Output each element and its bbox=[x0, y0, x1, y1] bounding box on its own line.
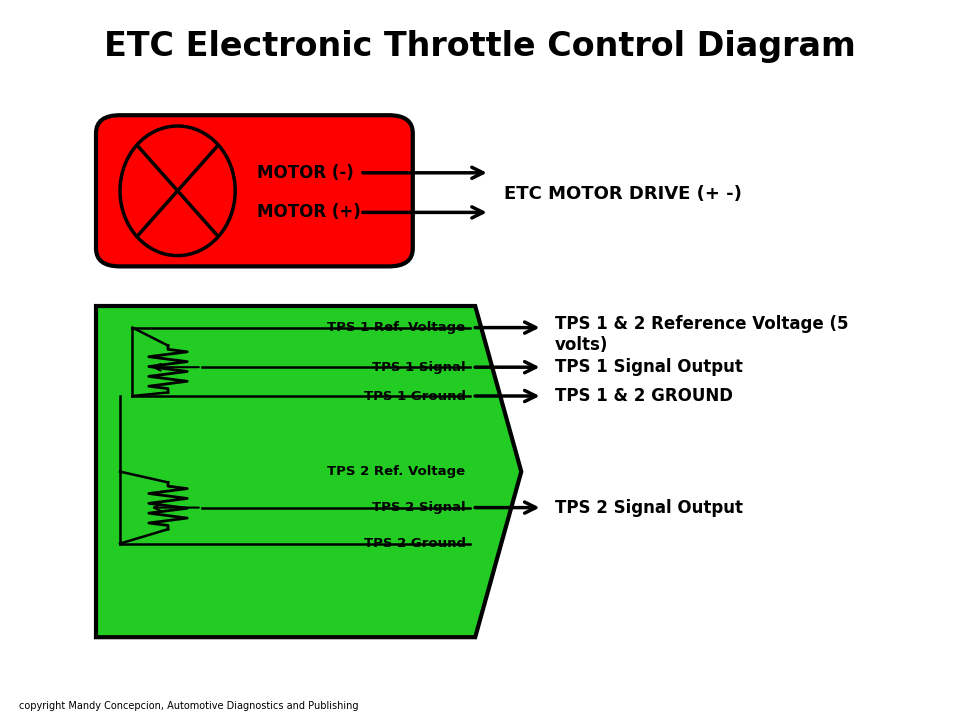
Text: TPS 1 Ref. Voltage: TPS 1 Ref. Voltage bbox=[327, 321, 466, 334]
Text: TPS 1 Ground: TPS 1 Ground bbox=[364, 390, 466, 402]
Text: TPS 1 Signal Output: TPS 1 Signal Output bbox=[555, 358, 743, 376]
Text: ETC MOTOR DRIVE (+ -): ETC MOTOR DRIVE (+ -) bbox=[504, 185, 742, 203]
Text: TPS 1 Signal: TPS 1 Signal bbox=[372, 361, 466, 374]
Text: TPS 1 & 2 Reference Voltage (5
volts): TPS 1 & 2 Reference Voltage (5 volts) bbox=[555, 315, 849, 354]
Text: TPS 2 Signal Output: TPS 2 Signal Output bbox=[555, 498, 743, 517]
Text: TPS 1 & 2 GROUND: TPS 1 & 2 GROUND bbox=[555, 387, 732, 405]
Text: ETC Electronic Throttle Control Diagram: ETC Electronic Throttle Control Diagram bbox=[104, 30, 856, 63]
Text: copyright Mandy Concepcion, Automotive Diagnostics and Publishing: copyright Mandy Concepcion, Automotive D… bbox=[19, 701, 359, 711]
Text: TPS 2 Ref. Voltage: TPS 2 Ref. Voltage bbox=[327, 465, 466, 478]
Text: MOTOR (+): MOTOR (+) bbox=[257, 204, 361, 222]
Polygon shape bbox=[96, 306, 521, 637]
Text: MOTOR (-): MOTOR (-) bbox=[257, 163, 354, 181]
Text: TPS 2 Signal: TPS 2 Signal bbox=[372, 501, 466, 514]
FancyBboxPatch shape bbox=[96, 115, 413, 266]
Text: TPS 2 Ground: TPS 2 Ground bbox=[364, 537, 466, 550]
